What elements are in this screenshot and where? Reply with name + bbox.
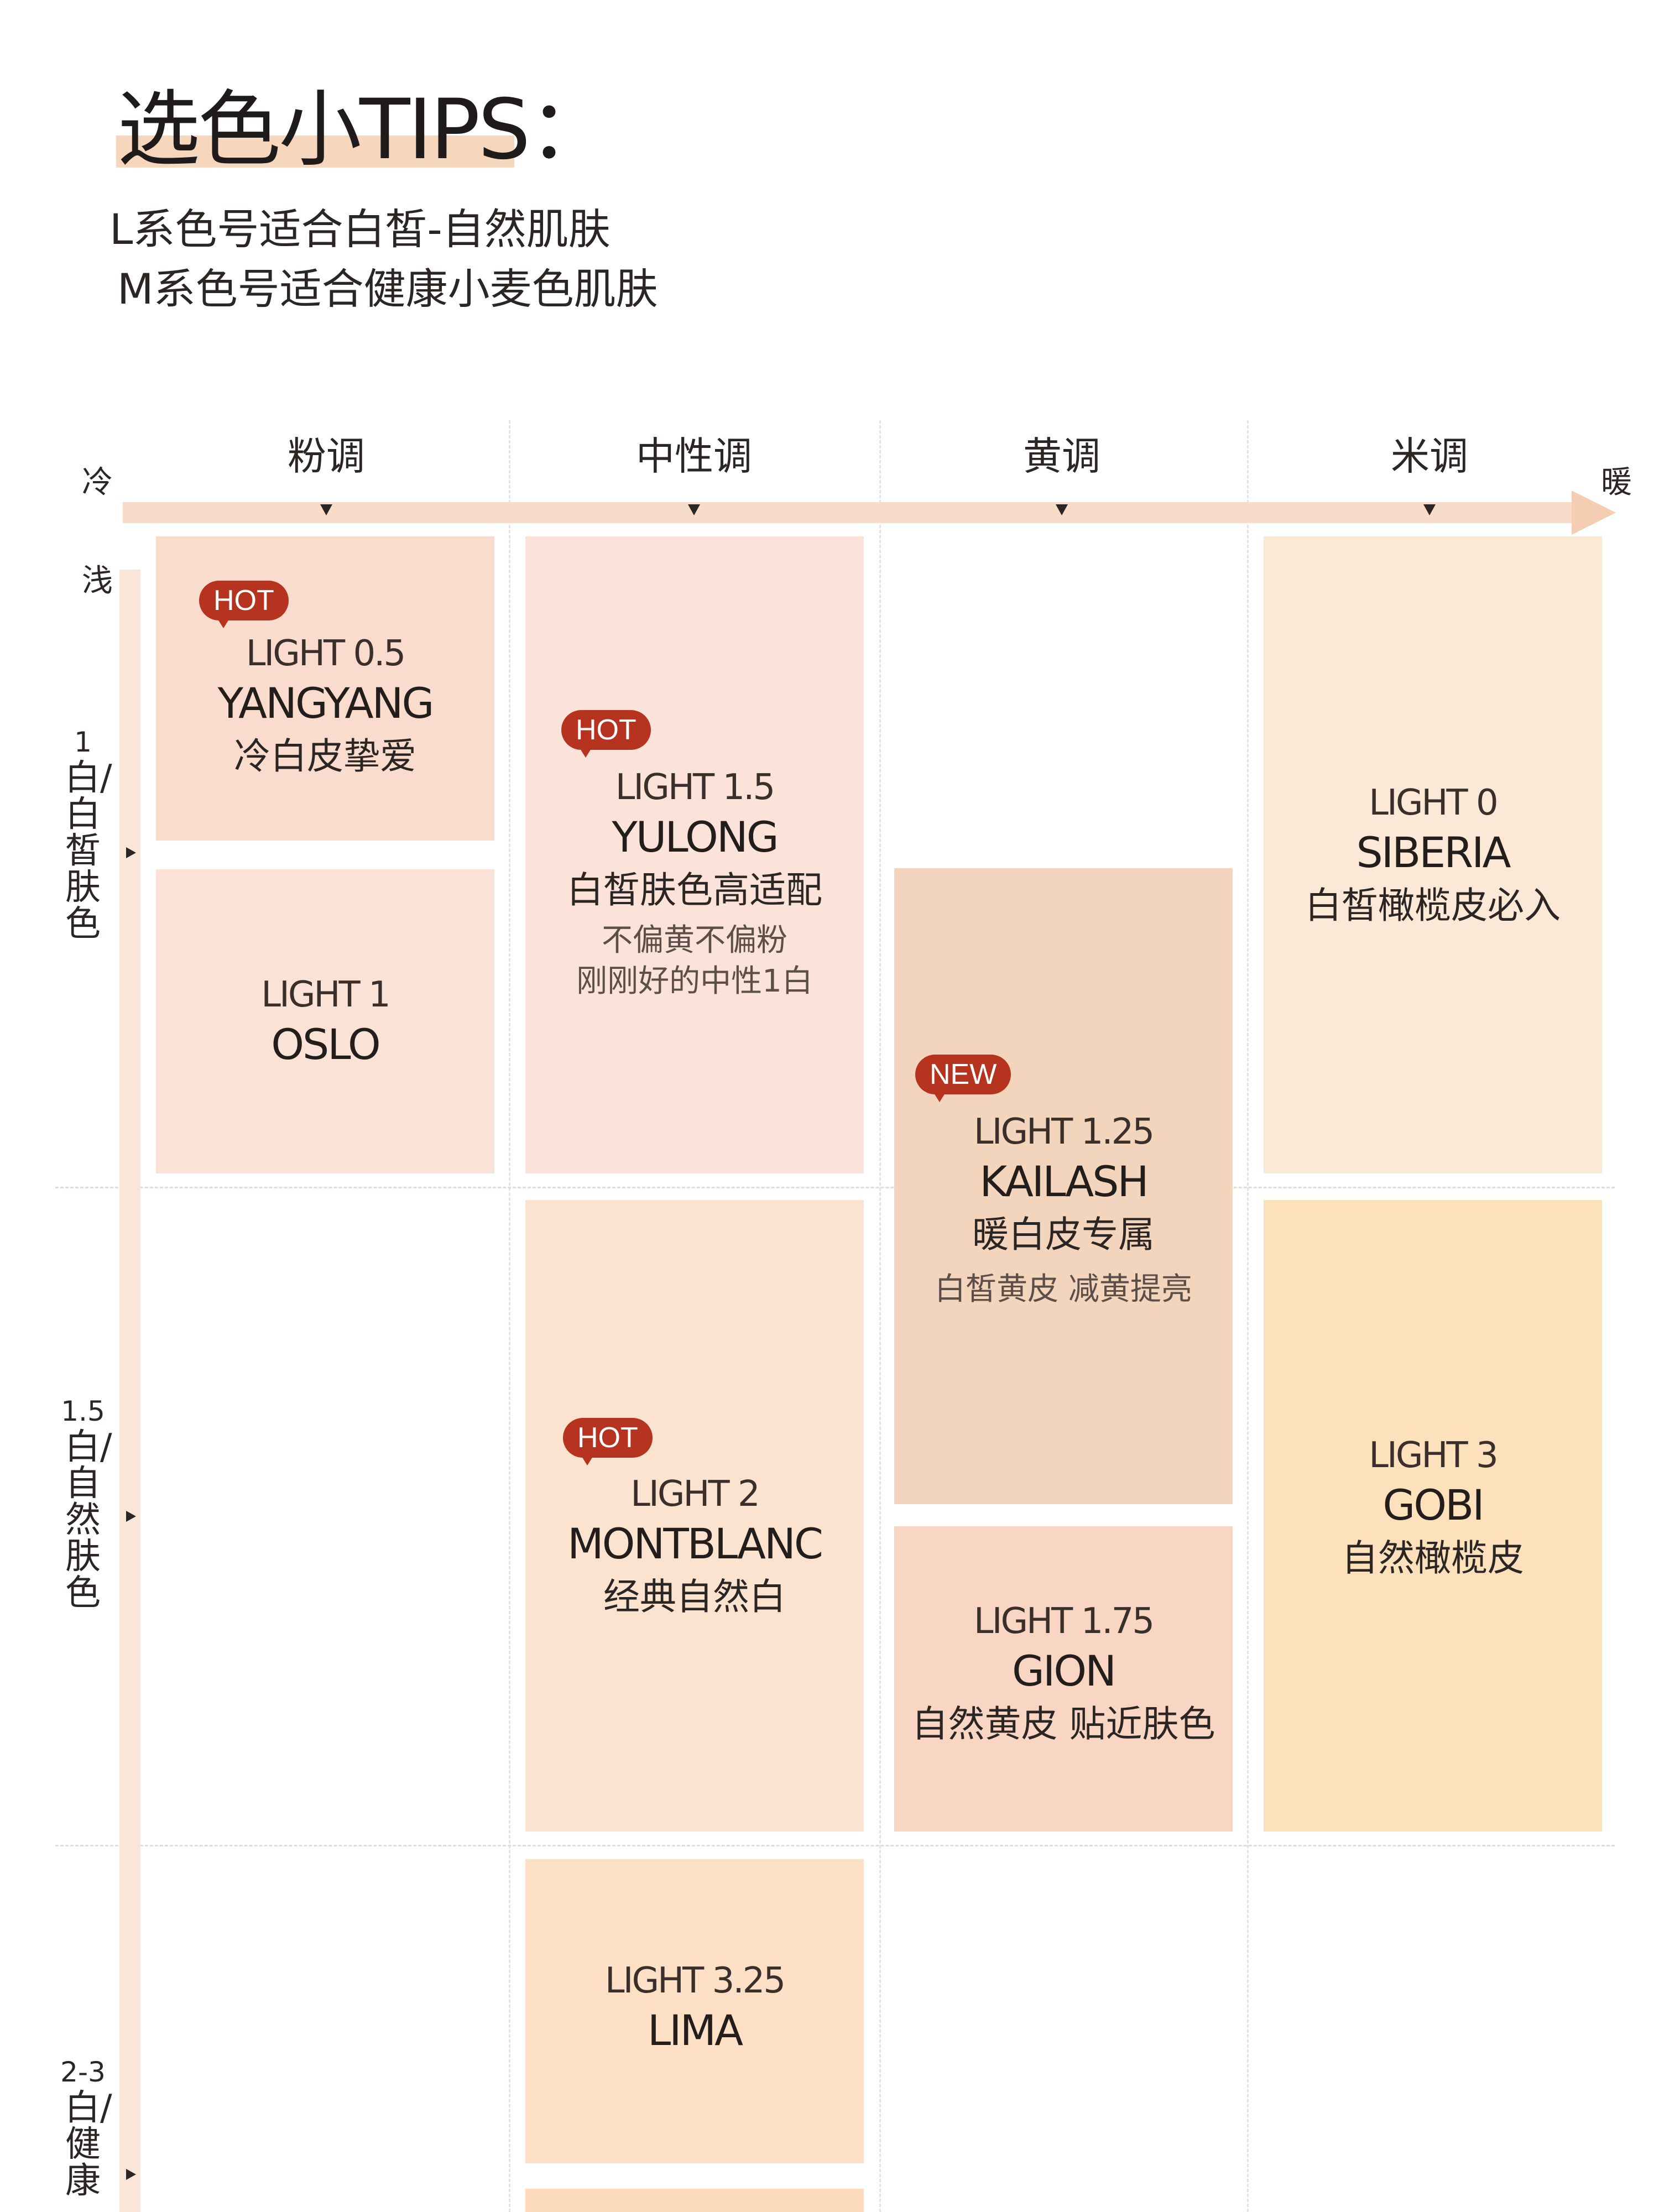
undertone-axis <box>123 502 1572 523</box>
triangle-down-icon <box>688 504 700 515</box>
shade-description: 白皙肤色高适配 <box>567 869 822 911</box>
shade-card-oslo[interactable]: LIGHT 1 OSLO <box>156 869 494 1173</box>
shade-card-kailash[interactable]: NEW LIGHT 1.25 KAILASH 暖白皮专属 白皙黄皮 减黄提亮 <box>894 868 1233 1504</box>
row-label-1: 1 白/白皙肤色 <box>55 724 112 945</box>
page-title: 选色小TIPS： <box>117 82 612 178</box>
column-header-neutral: 中性调 <box>636 434 752 479</box>
shade-description: 暖白皮专属 <box>972 1213 1155 1256</box>
shade-code: LIGHT 1.5 <box>615 767 775 808</box>
shade-note: 不偏黄不偏粉 <box>602 922 787 958</box>
shade-code: LIGHT 3 <box>1369 1435 1498 1476</box>
tip-line-1: L系色号适合白皙-自然肌肤 <box>109 205 611 254</box>
column-header-pink: 粉调 <box>288 434 365 479</box>
column-divider <box>509 420 510 2212</box>
shade-code: LIGHT 3.25 <box>604 1960 786 2001</box>
shade-card-yulong[interactable]: HOT LIGHT 1.5 YULONG 白皙肤色高适配 不偏黄不偏粉 刚刚好的… <box>525 536 864 1173</box>
new-badge: NEW <box>915 1055 1011 1094</box>
shade-code: LIGHT 1.75 <box>973 1601 1155 1642</box>
shade-description: 自然橄榄皮 <box>1342 1537 1524 1579</box>
hot-badge: HOT <box>563 1418 653 1458</box>
row-divider <box>55 1845 1615 1846</box>
row-divider <box>55 1187 1615 1188</box>
row-label-2-3: 2-3 白/健康 <box>55 2054 112 2201</box>
triangle-right-icon <box>126 2169 136 2180</box>
axis-warm-label: 暖 <box>1601 465 1632 500</box>
column-header-beige: 米调 <box>1391 434 1468 479</box>
shade-description: 白皙橄榄皮必入 <box>1305 884 1561 927</box>
shade-code: LIGHT 2 <box>630 1474 760 1515</box>
axis-light-label: 浅 <box>82 563 113 599</box>
shade-card-partial <box>525 2189 864 2212</box>
shade-card-siberia[interactable]: LIGHT 0 SIBERIA 白皙橄榄皮必入 <box>1264 536 1602 1173</box>
shade-name: LIMA <box>647 2006 743 2055</box>
row-label-1-5: 1.5 白/自然肤色 <box>55 1394 112 1614</box>
shade-code: LIGHT 1.25 <box>973 1112 1155 1152</box>
triangle-down-icon <box>1056 504 1068 515</box>
arrow-right-icon <box>1572 491 1616 535</box>
badge-tail-icon <box>218 619 229 628</box>
triangle-right-icon <box>126 847 136 858</box>
row-depth-value: 1 <box>74 726 92 758</box>
hot-badge: HOT <box>561 710 651 750</box>
shade-card-yangyang[interactable]: HOT LIGHT 0.5 YANGYANG 冷白皮挚爱 <box>156 536 494 841</box>
hot-badge: HOT <box>199 581 289 620</box>
tip-line-2: M系色号适合健康小麦色肌肤 <box>117 264 658 314</box>
shade-card-montblanc[interactable]: HOT LIGHT 2 MONTBLANC 经典自然白 <box>525 1200 864 1832</box>
shade-code: LIGHT 1 <box>261 974 390 1015</box>
triangle-down-icon <box>1423 504 1436 515</box>
badge-tail-icon <box>582 1457 593 1465</box>
triangle-right-icon <box>126 1511 136 1522</box>
column-divider <box>879 420 881 2212</box>
shade-code: LIGHT 0.5 <box>246 633 406 674</box>
row-depth-value: 1.5 <box>61 1395 105 1427</box>
badge-tail-icon <box>580 749 591 758</box>
shade-name: KAILASH <box>979 1157 1149 1206</box>
shade-description: 自然黄皮 贴近肤色 <box>911 1703 1215 1745</box>
shade-card-gion[interactable]: LIGHT 1.75 GION 自然黄皮 贴近肤色 <box>894 1526 1233 1832</box>
axis-cold-label: 冷 <box>82 465 113 500</box>
shade-description: 经典自然白 <box>603 1575 786 1618</box>
shade-name: MONTBLANC <box>567 1519 823 1568</box>
shade-card-gobi[interactable]: LIGHT 3 GOBI 自然橄榄皮 <box>1264 1200 1602 1832</box>
shade-name: YANGYANG <box>217 679 435 728</box>
column-header-yellow: 黄调 <box>1023 434 1100 479</box>
shade-name: GION <box>1012 1646 1117 1695</box>
row-depth-text: 白/健康 <box>65 2088 112 2201</box>
shade-name: GOBI <box>1383 1480 1484 1530</box>
triangle-down-icon <box>320 504 332 515</box>
shade-description: 冷白皮挚爱 <box>234 735 416 778</box>
column-divider <box>1247 420 1249 2212</box>
badge-tail-icon <box>934 1093 945 1102</box>
shade-card-lima[interactable]: LIGHT 3.25 LIMA <box>525 1859 864 2163</box>
shade-name: SIBERIA <box>1356 828 1511 877</box>
title-highlight <box>116 135 514 168</box>
shade-note: 刚刚好的中性1白 <box>576 963 813 999</box>
shade-note: 白皙黄皮 减黄提亮 <box>935 1271 1192 1307</box>
row-depth-text: 白/白皙肤色 <box>65 758 112 945</box>
row-depth-value: 2-3 <box>60 2056 106 2088</box>
row-depth-text: 白/自然肤色 <box>65 1427 112 1614</box>
shade-name: OSLO <box>271 1020 381 1069</box>
depth-axis <box>119 570 140 2212</box>
shade-name: YULONG <box>612 812 779 862</box>
shade-code: LIGHT 0 <box>1369 782 1498 823</box>
